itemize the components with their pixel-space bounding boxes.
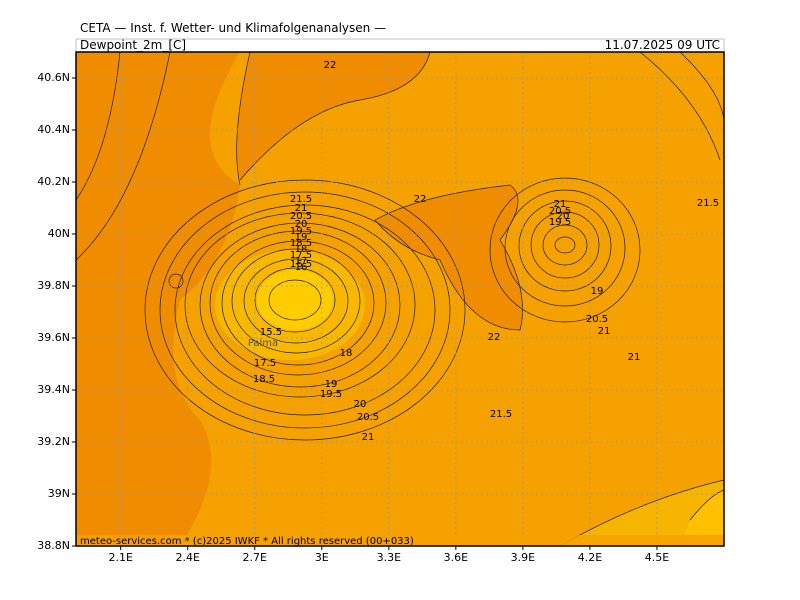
- contour-label: 20: [354, 399, 367, 410]
- contour-labels: 22222221.52120.52019.51918.51817.51716.5…: [253, 60, 719, 443]
- field-region: [375, 185, 523, 330]
- contour-label: 21: [628, 352, 641, 363]
- contour-label: 19.5: [320, 389, 342, 400]
- x-tick-label: 3.6E: [444, 551, 468, 564]
- y-tick-label: 40.6N: [37, 71, 70, 84]
- field-region: [680, 490, 724, 546]
- contour-label: 22: [414, 194, 427, 205]
- field-region: [257, 270, 333, 330]
- field-region: [560, 480, 724, 546]
- x-tick-label: 2.1E: [108, 551, 132, 564]
- footer-bar: [76, 535, 724, 546]
- contour-label: 21.5: [490, 409, 512, 420]
- footer-text: meteo-services.com * (c)2025 IWKF * All …: [80, 536, 414, 547]
- contour-label: 19: [591, 286, 604, 297]
- contour-label: 16: [295, 262, 308, 273]
- contour-label: 18.5: [253, 374, 275, 385]
- y-tick-label: 40N: [48, 227, 70, 240]
- contour-label: 20: [557, 211, 570, 222]
- contour-lines: [76, 52, 724, 546]
- contour-label: 20.5: [586, 314, 608, 325]
- contour-label: 19: [295, 232, 308, 243]
- field-name: Dewpoint_2m_[C]: [80, 38, 186, 52]
- contour-label: 20: [295, 219, 308, 230]
- x-tick-label: 2.7E: [243, 551, 267, 564]
- grid: [76, 52, 724, 546]
- contour-label: 20.5: [549, 206, 571, 217]
- contour-label: 19.5: [290, 226, 312, 237]
- field-region: [76, 52, 240, 546]
- x-tick-label: 3.9E: [511, 551, 535, 564]
- contour-label: 19: [325, 379, 338, 390]
- map-frame: [75, 51, 725, 547]
- contour-label: 18: [340, 348, 353, 359]
- contour-label: 20.5: [357, 412, 379, 423]
- y-tick-label: 40.4N: [37, 123, 70, 136]
- contour-label: 21: [362, 432, 375, 443]
- institute-title: CETA — Inst. f. Wetter- und Klimafolgena…: [80, 21, 386, 35]
- contour-label: 17.5: [254, 358, 276, 369]
- contour-label: 21: [598, 326, 611, 337]
- contour-label: 21.5: [290, 194, 312, 205]
- contour-label: 22: [488, 332, 501, 343]
- contour-label: 18.5: [290, 238, 312, 249]
- valid-time: 11.07.2025 09 UTC: [605, 38, 720, 52]
- y-tick-label: 40.2N: [37, 175, 70, 188]
- x-tick-label: 4.2E: [578, 551, 602, 564]
- y-tick-label: 38.8N: [37, 539, 70, 552]
- contour-label: 16.5: [290, 259, 312, 270]
- x-tick-label: 3E: [315, 551, 329, 564]
- x-tick-label: 3.3E: [377, 551, 401, 564]
- place-label: Palma: [248, 338, 278, 349]
- y-tick-label: 39.2N: [37, 435, 70, 448]
- map-area: meteo-services.com * (c)2025 IWKF * All …: [76, 52, 724, 547]
- contour-label: 21.5: [697, 198, 719, 209]
- contour-label: 22: [324, 60, 337, 71]
- contour-label: 15.5: [260, 327, 282, 338]
- contour-label: 17.5: [290, 250, 312, 261]
- contour-label: 20.5: [290, 211, 312, 222]
- contour-label: 21: [295, 203, 308, 214]
- x-tick-label: 2.4E: [175, 551, 199, 564]
- y-tick-label: 39.8N: [37, 279, 70, 292]
- contour-label: 21: [554, 199, 567, 210]
- contour-label: 18: [295, 244, 308, 255]
- y-tick-label: 39.6N: [37, 331, 70, 344]
- contour-label: 17: [295, 256, 308, 267]
- x-tick-label: 4.5E: [645, 551, 669, 564]
- y-tick-label: 39.4N: [37, 383, 70, 396]
- field-region: [236, 52, 430, 180]
- contour-label: 19.5: [549, 217, 571, 228]
- y-tick-label: 39N: [48, 487, 70, 500]
